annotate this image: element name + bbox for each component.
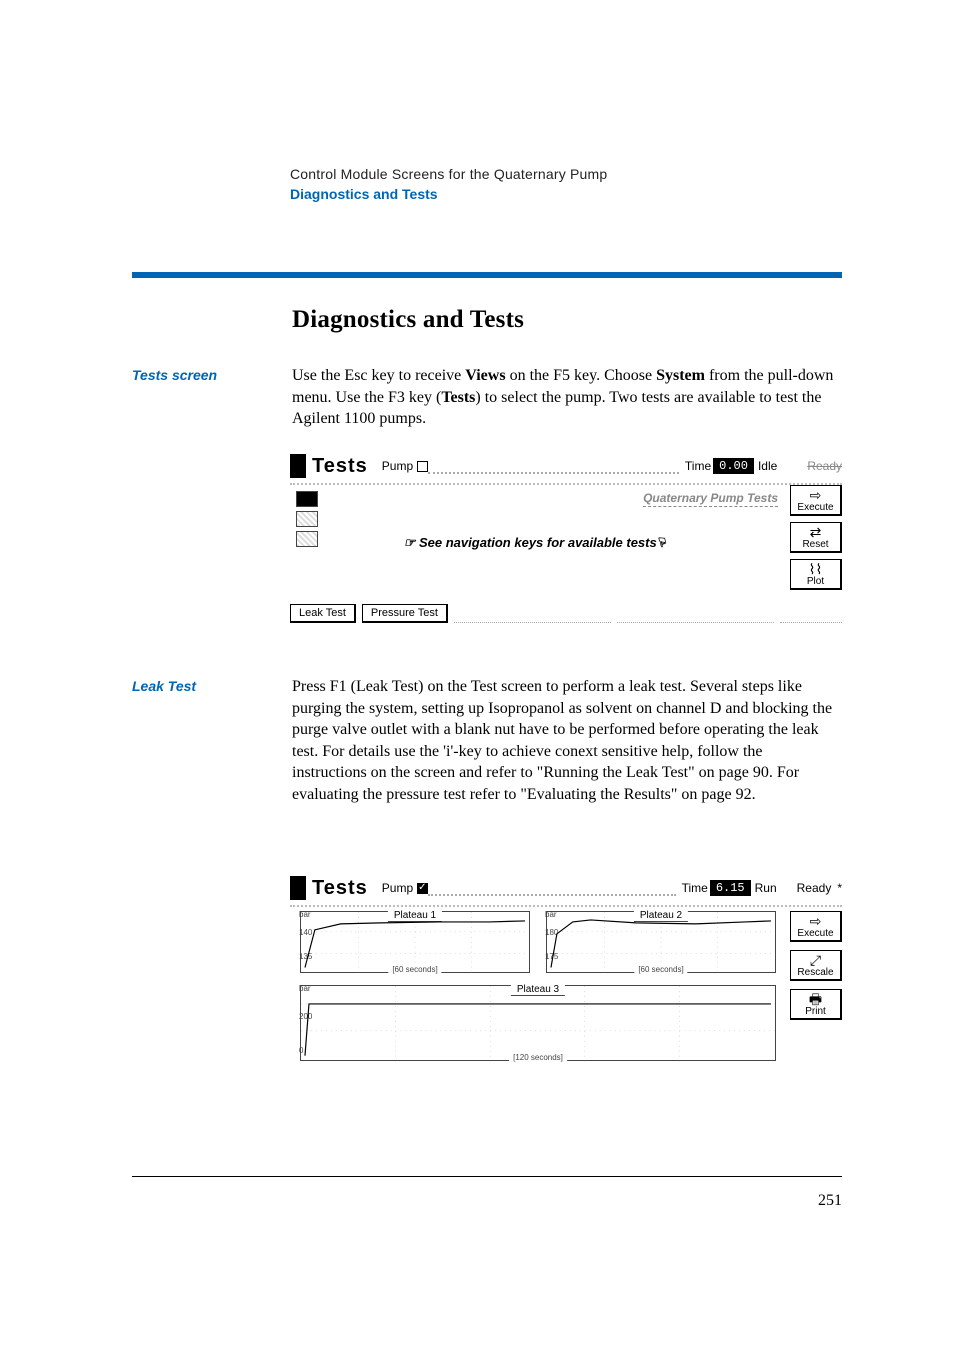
page-number: 251 — [818, 1192, 842, 1210]
footer-spacer — [780, 604, 842, 623]
pump-square-icon — [417, 461, 428, 472]
rescale-icon: ⤢ — [793, 953, 838, 967]
module-icon — [296, 491, 318, 507]
execute-button[interactable]: ⇨Execute — [790, 485, 842, 516]
p1-bold-views: Views — [465, 367, 505, 384]
pump-check-icon — [417, 883, 428, 894]
tests-footer: Leak Test Pressure Test — [290, 604, 842, 623]
pump-indicator: Pump — [382, 459, 428, 473]
time-group: Time 6.15 Run — [682, 880, 777, 896]
state-label: Idle — [758, 459, 777, 473]
plot-svg — [301, 912, 529, 973]
time-value: 6.15 — [710, 880, 751, 896]
tests-screen-body: Quaternary Pump Tests ☞ See navigation k… — [290, 483, 842, 600]
p1-text: Use the Esc key to receive — [292, 367, 465, 384]
reset-icon: ⇄ — [793, 525, 838, 539]
reset-button[interactable]: ⇄Reset — [790, 522, 842, 553]
title-left: Tests Pump — [290, 454, 428, 478]
tests-hint: ☞ See navigation keys for available test… — [290, 535, 782, 551]
tests-subtitle: Quaternary Pump Tests — [643, 491, 778, 507]
screen-title: Tests — [306, 877, 378, 900]
trace — [305, 1004, 771, 1056]
margin-label-tests-screen: Tests screen — [132, 367, 217, 383]
paragraph-leak-test: Press F1 (Leak Test) on the Test screen … — [292, 676, 840, 806]
time-label: Time — [682, 881, 708, 895]
side-buttons: ⇨Execute ⇄Reset ⌇⌇Plot — [790, 485, 842, 590]
rescale-label: Rescale — [797, 967, 833, 978]
screen-title: Tests — [306, 455, 378, 478]
hand-right-icon: ☟ — [660, 535, 668, 551]
plot-button[interactable]: ⌇⌇Plot — [790, 559, 842, 590]
title-underline — [428, 894, 675, 896]
state-label: Run — [755, 881, 777, 895]
execute-label: Execute — [797, 928, 833, 939]
title-left: Tests Pump — [290, 876, 428, 900]
title-caret-icon — [290, 876, 306, 900]
star-indicator: * — [837, 881, 842, 895]
printer-icon: 🖶 — [793, 992, 838, 1006]
plot-svg — [301, 986, 775, 1062]
print-button[interactable]: 🖶Print — [790, 989, 842, 1020]
title-caret-icon — [290, 454, 306, 478]
running-head: Control Module Screens for the Quaternar… — [290, 166, 850, 202]
pump-indicator: Pump — [382, 881, 428, 895]
footer-spacer — [617, 604, 774, 623]
screenshot-titlebar: Tests Pump Time 6.15 Run Ready * — [290, 875, 842, 901]
running-head-line2: Diagnostics and Tests — [290, 186, 850, 202]
screenshot-titlebar: Tests Pump Time 0.00 Idle Ready — [290, 453, 842, 479]
running-head-line1: Control Module Screens for the Quaternar… — [290, 166, 850, 182]
reset-label: Reset — [802, 539, 828, 550]
execute-label: Execute — [797, 502, 833, 513]
plot-plateau-2: bar 180 175 Plateau 2 [60 seconds] — [546, 911, 776, 973]
p1-text: on the F5 key. Choose — [506, 367, 657, 384]
margin-label-leak-test: Leak Test — [132, 678, 196, 694]
paragraph-tests-screen: Use the Esc key to receive Views on the … — [292, 365, 840, 430]
pump-label: Pump — [382, 459, 413, 473]
footer-spacer — [454, 604, 611, 623]
leak-test-body: bar 140 135 Plateau 1 [60 seconds] bar 1… — [290, 905, 842, 1073]
plot-plateau-3: bar 200 0 Plateau 3 [120 seconds] — [300, 985, 776, 1061]
leak-test-screenshot: Tests Pump Time 6.15 Run Ready * bar 140… — [290, 875, 842, 1075]
plot-plateau-1: bar 140 135 Plateau 1 [60 seconds] — [300, 911, 530, 973]
hint-text: See navigation keys for available tests — [415, 535, 660, 550]
leak-test-button[interactable]: Leak Test — [290, 604, 356, 623]
p1-bold-tests: Tests — [441, 389, 475, 406]
arrow-right-icon: ⇨ — [793, 488, 838, 502]
module-icon — [296, 511, 318, 527]
footer-rule — [132, 1176, 842, 1177]
time-value: 0.00 — [713, 458, 754, 474]
plot-svg — [547, 912, 775, 973]
pressure-test-button[interactable]: Pressure Test — [362, 604, 448, 623]
section-title: Diagnostics and Tests — [292, 306, 524, 334]
execute-button[interactable]: ⇨Execute — [790, 911, 842, 942]
p1-bold-system: System — [656, 367, 705, 384]
side-buttons: ⇨Execute ⤢Rescale 🖶Print — [790, 911, 842, 1020]
page: Control Module Screens for the Quaternar… — [0, 0, 954, 1351]
hand-left-icon: ☞ — [404, 535, 416, 550]
pump-label: Pump — [382, 881, 413, 895]
section-rule — [132, 272, 842, 278]
title-underline — [428, 472, 679, 474]
time-label: Time — [685, 459, 711, 473]
arrow-right-icon: ⇨ — [793, 914, 838, 928]
ready-label: Ready — [797, 881, 832, 895]
time-group: Time 0.00 Idle — [685, 458, 777, 474]
plot-icon: ⌇⌇ — [793, 562, 838, 576]
trace — [305, 921, 525, 968]
print-label: Print — [805, 1006, 826, 1017]
ready-label: Ready — [807, 459, 842, 473]
rescale-button[interactable]: ⤢Rescale — [790, 950, 842, 981]
plot-label: Plot — [807, 576, 824, 587]
tests-screen-screenshot: Tests Pump Time 0.00 Idle Ready Quater — [290, 453, 842, 624]
